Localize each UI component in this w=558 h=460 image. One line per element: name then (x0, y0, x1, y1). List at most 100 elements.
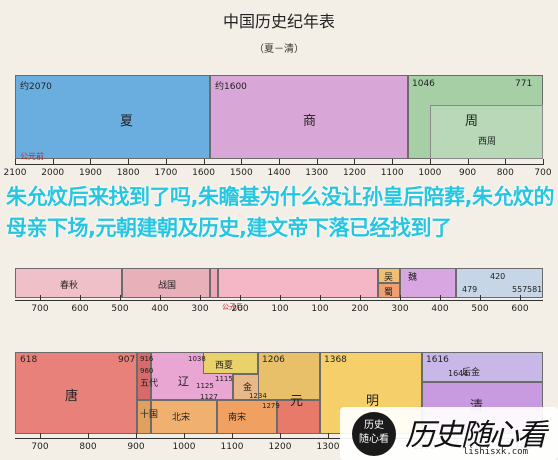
row1-tick (128, 159, 130, 165)
row1-tick (505, 159, 507, 165)
row3-tick-label: 1000 (172, 442, 196, 452)
year-479: 479 (462, 285, 478, 294)
axis-label-bc: 公元前 (20, 152, 44, 161)
row2-tick-label: 100 (311, 304, 329, 314)
band-wu (378, 268, 400, 283)
row1-tick-label: 700 (534, 168, 552, 178)
row2-tick (40, 295, 41, 301)
era-label-wudai: 五代 (140, 379, 159, 389)
row1-tick (354, 159, 356, 165)
band-nanbeichao (456, 268, 543, 298)
year-1644: 1644 (448, 369, 469, 378)
year-1038: 1038 (188, 355, 206, 363)
watermark-badge-line1: 历史 (364, 420, 384, 431)
row2-tick-label: 400 (151, 304, 169, 314)
year-1115: 1115 (215, 375, 233, 383)
era-label-houjin: 后金 (462, 368, 481, 378)
row3-tick-label: 900 (127, 442, 145, 452)
band-jin (400, 268, 456, 298)
row3-tick (232, 433, 233, 439)
band-qin (210, 268, 218, 298)
page-subtitle: （夏－清） (254, 44, 304, 55)
row3-tick (184, 433, 185, 439)
row2-tick (280, 295, 281, 301)
row1-tick-label: 1000 (418, 168, 442, 178)
year-zhou-end: 771 (515, 79, 533, 89)
year-907: 907 (118, 355, 136, 365)
year-1279: 1279 (262, 402, 280, 410)
era-label-yuan: 元 (290, 394, 304, 409)
row1-tick-label: 2000 (41, 168, 65, 178)
year-1125: 1125 (196, 382, 214, 390)
year-1127: 1127 (200, 393, 218, 401)
row2-tick (480, 295, 481, 301)
row3-tick (280, 433, 281, 439)
year-1206: 1206 (262, 355, 285, 365)
band-shang (210, 75, 408, 159)
era-label-wei: 魏 (408, 273, 418, 283)
row3-tick (328, 433, 329, 439)
year-1616: 1616 (426, 355, 449, 365)
row3-tick-label: 1200 (268, 442, 292, 452)
era-label-chunqiu: 春秋 (60, 281, 79, 291)
era-label-xizhou: 西周 (478, 137, 497, 147)
band-han (218, 268, 378, 298)
band-shiguo (137, 400, 151, 434)
row1-tick (392, 159, 394, 165)
row3-tick (40, 433, 41, 439)
band-tang (15, 352, 137, 434)
year-zhou-start: 1046 (412, 79, 435, 89)
row2-tick (200, 295, 201, 301)
row3-tick (136, 433, 137, 439)
row1-tick-label: 1200 (342, 168, 366, 178)
row1-tick-label: 1500 (229, 168, 253, 178)
row1-tick (279, 159, 280, 165)
watermark-url: lishisxk.com (463, 447, 529, 457)
year-557: 557 (512, 285, 528, 294)
row2-tick-label: 600 (71, 304, 89, 314)
band-xia (15, 75, 210, 159)
overlay-headline: 朱允炆后来找到了吗,朱瞻基为什么没让孙皇后陪葬,朱允炆的母亲下场,元朝建朝及历史… (6, 185, 554, 240)
row1-tick (467, 159, 469, 165)
row1-tick (203, 159, 205, 165)
band-zhanguo (122, 268, 210, 298)
row1-tick-label: 1800 (116, 168, 140, 178)
year-xia-start: 约2070 (20, 82, 52, 92)
year-618: 618 (20, 355, 38, 365)
row1-tick (316, 159, 318, 165)
row2-tick (240, 295, 241, 301)
row2-axis (15, 300, 543, 301)
row2-tick (520, 295, 521, 301)
era-label-ming: 明 (366, 394, 380, 409)
row1-tick-label: 1600 (192, 168, 216, 178)
era-label-nansong: 南宋 (228, 413, 247, 423)
band-houjin (422, 352, 543, 382)
era-label-wu: 吴 (384, 273, 394, 283)
row2-tick (160, 295, 161, 301)
row2-tick-label: 500 (471, 304, 489, 314)
row1-tick-label: 800 (496, 168, 514, 178)
band-yuan (277, 400, 320, 434)
row2-tick-label: 200 (351, 304, 369, 314)
year-shang-start: 约1600 (215, 82, 247, 92)
era-label-beisong: 北宋 (172, 413, 191, 423)
row1-tick (165, 159, 167, 165)
row3-tick-label: 700 (31, 442, 49, 452)
year-420: 420 (490, 272, 506, 281)
row2-tick (320, 295, 321, 301)
era-label-zhanguo: 战国 (158, 281, 177, 291)
row3-tick-label: 1300 (316, 442, 340, 452)
year-960: 960 (140, 367, 154, 375)
band-wudai (137, 352, 151, 400)
band-xizhou (430, 105, 543, 159)
era-label-tang: 唐 (65, 389, 79, 404)
row1-tick (543, 159, 544, 165)
row2-tick-label: 100 (271, 304, 289, 314)
row1-tick-label: 1400 (267, 168, 291, 178)
year-916: 916 (140, 355, 154, 363)
era-label-shu: 蜀 (384, 288, 394, 298)
era-label-shang: 商 (303, 114, 317, 129)
band-chunqiu (15, 268, 122, 298)
page-title: 中国历史纪年表 (222, 12, 335, 31)
row1-tick-label: 1300 (305, 168, 329, 178)
